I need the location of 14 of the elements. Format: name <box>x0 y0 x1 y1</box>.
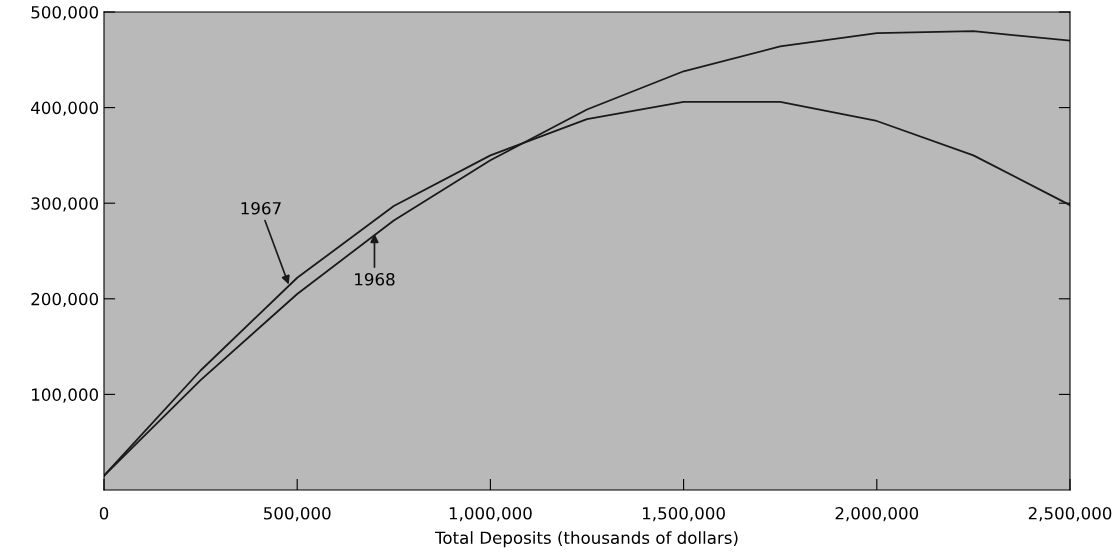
x-tick-label: 0 <box>99 506 109 520</box>
x-axis-title: Total Deposits (thousands of dollars) <box>434 531 738 548</box>
y-tick-label: 500,000 <box>31 5 99 21</box>
y-tick-label: 200,000 <box>31 292 99 308</box>
annotation: 1968 <box>355 272 395 286</box>
x-tick-label: 2,500,000 <box>1028 506 1112 522</box>
y-tick-label: 100,000 <box>32 388 99 403</box>
y-tick-label: 300,000 <box>31 197 99 212</box>
annotation: 1967 <box>241 201 281 215</box>
y-tick-label: 400,000 <box>31 101 99 116</box>
x-tick-label: 2,000,000 <box>835 506 919 522</box>
x-tick-label: 1,500,000 <box>643 506 725 522</box>
x-tick-label: 1,000,000 <box>449 506 532 522</box>
x-tick-label: 500,000 <box>264 506 331 522</box>
